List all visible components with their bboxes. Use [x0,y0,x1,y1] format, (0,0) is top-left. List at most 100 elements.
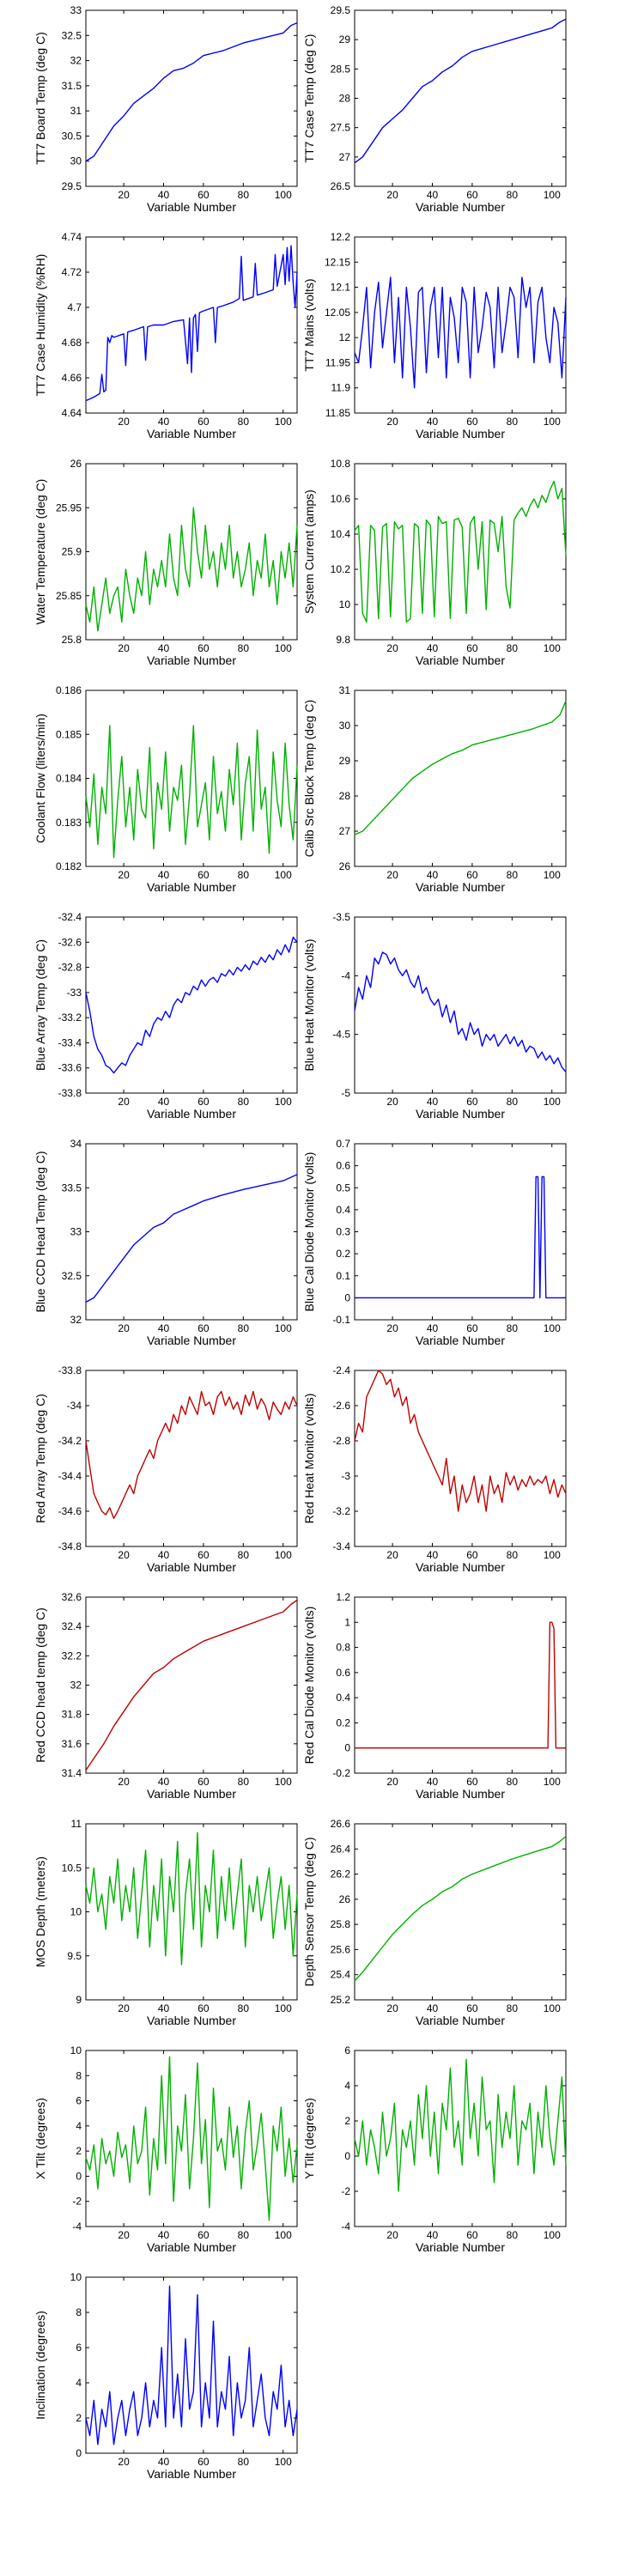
y-tick-label: 31 [70,105,82,117]
chart-panel-3: 20 40 60 80 100 4.64 4.66 4.68 4.7 4.72 4.74 Variab… [33,231,298,440]
y-tick-label: -33 [67,987,82,999]
y-tick-label: 25.6 [331,1943,351,1955]
y-tick-label: 1.2 [336,1591,350,1603]
y-axis-label: Blue CCD Head Temp (deg C) [33,1151,47,1312]
x-tick-label: 40 [427,2002,439,2014]
x-tick-label: 80 [507,2229,519,2241]
y-tick-label: 0.2 [336,1716,350,1728]
x-tick-label: 40 [427,1096,439,1108]
x-axis-label: Variable Number [416,1107,505,1121]
y-tick-label: 4 [76,2120,82,2132]
plot-frame [85,9,298,187]
chart-panel-14: 20 40 60 80 100 -3.4 -3.2 -3 -2.8 -2.6 -2.4 Variabl… [302,1364,567,1574]
chart-panel-9: 20 40 60 80 100 -33.8 -33.6 -33.4 -33.2 -33 -32.8 -… [33,911,298,1121]
x-tick-label: 80 [238,2002,250,2014]
y-tick-label: -4 [72,2221,82,2233]
data-line [354,1836,567,1982]
y-tick-label: 30.5 [62,130,82,142]
x-axis-label: Variable Number [147,427,236,440]
plot-frame [354,1596,567,1774]
y-tick-label: 11.95 [325,356,350,368]
y-tick-label: 25.2 [331,1994,351,2006]
x-axis-label: Variable Number [147,1787,236,1801]
y-tick-label: 11.85 [325,407,350,419]
x-tick-label: 20 [386,1549,398,1561]
y-tick-label: 29 [339,755,351,767]
chart-panel-16: 20 40 60 80 100 -0.2 0 0.2 0.4 0.6 0.8 1 1.2 Variable… [302,1591,567,1801]
chart-panel-8: 20 40 60 80 100 26 27 28 29 30 31 Variable Number Ca… [302,684,567,894]
x-tick-label: 80 [238,1776,250,1788]
x-tick-label: 20 [386,869,398,881]
x-axis-label: Variable Number [416,427,505,440]
x-tick-label: 100 [275,189,292,201]
plot-frame [85,2050,298,2227]
y-tick-label: 0.3 [336,1226,350,1238]
y-tick-label: 12.2 [331,231,351,243]
y-tick-label: 25.8 [62,634,82,646]
x-tick-label: 20 [118,1322,130,1334]
x-tick-label: 100 [275,1776,292,1788]
x-axis-label: Variable Number [147,200,236,214]
chart-panel-18: 20 40 60 80 100 25.2 25.4 25.6 25.8 26 26.2 26.4 26.… [302,1818,567,2027]
x-tick-label: 80 [507,869,519,881]
x-tick-label: 80 [507,1096,519,1108]
y-tick-label: -32.8 [58,962,82,974]
y-tick-label: 11.9 [331,382,351,394]
x-axis-label: Variable Number [147,1334,236,1347]
x-tick-label: 20 [386,189,398,201]
y-tick-label: 8 [76,2306,82,2318]
x-tick-label: 80 [238,869,250,881]
y-tick-label: -33.8 [58,1087,82,1099]
y-tick-label: 25.4 [331,1969,351,1981]
x-axis-label: Variable Number [416,880,505,894]
chart-panel-10: 20 40 60 80 100 -5 -4.5 -4 -3.5 Variable Number Bl… [302,911,567,1121]
plot-frame [85,2276,298,2454]
data-line [85,245,298,402]
y-axis-label: Blue Heat Monitor (volts) [302,939,316,1071]
x-tick-label: 60 [466,189,478,201]
plot-frame [85,690,298,867]
chart-panel-13: 20 40 60 80 100 -34.8 -34.6 -34.4 -34.2 -34 -33.8 V… [33,1364,298,1574]
y-tick-label: 30 [70,155,82,167]
chart-panel-12: 20 40 60 80 100 -0.1 0 0.1 0.2 0.3 0.4 0.5 0.6 0.7 Var… [302,1138,567,1347]
x-tick-label: 100 [544,189,561,201]
x-tick-label: 20 [386,1776,398,1788]
x-tick-label: 80 [238,416,250,428]
data-line [85,725,298,859]
data-line [355,1621,566,1749]
y-axis-label: TT7 Case Humidity (%RH) [33,254,47,397]
y-tick-label: 12.1 [331,282,351,294]
y-axis-label: Red Heat Monitor (volts) [302,1394,316,1524]
y-tick-label: 0.183 [56,817,82,829]
plot-frame [85,916,298,1094]
y-tick-label: 29.5 [331,4,351,16]
data-line [354,480,567,623]
x-tick-label: 20 [386,1322,398,1334]
y-tick-label: 0 [344,1291,350,1303]
x-axis-label: Variable Number [147,2240,236,2254]
x-tick-label: 80 [507,1549,519,1561]
x-tick-label: 20 [386,1096,398,1108]
y-tick-label: 26 [339,1893,351,1905]
y-tick-label: 0 [76,2170,82,2182]
x-tick-label: 60 [197,189,210,201]
chart-panel-15: 20 40 60 80 100 31.4 31.6 31.8 32 32.2 32.4 32.6 Var… [33,1591,298,1801]
y-tick-label: 31.6 [62,1738,82,1750]
y-axis-label: TT7 Mains (volts) [302,278,316,371]
y-tick-label: 10.6 [331,493,351,505]
y-tick-label: -3.2 [332,1505,350,1517]
x-tick-label: 100 [275,416,292,428]
x-tick-label: 80 [507,1322,519,1334]
x-tick-label: 80 [238,1322,250,1334]
y-tick-label: 10.8 [331,458,351,470]
x-tick-label: 100 [544,1776,561,1788]
y-tick-label: 4.68 [62,337,82,349]
y-tick-label: -2.6 [332,1400,350,1412]
y-tick-label: -2 [72,2196,82,2208]
x-axis-label: Variable Number [416,1787,505,1801]
y-tick-label: 30 [339,720,351,732]
y-tick-label: 10 [70,2271,82,2283]
y-tick-label: 26.2 [331,1868,351,1880]
y-tick-label: 9.8 [336,634,350,646]
x-tick-label: 20 [118,2229,130,2241]
